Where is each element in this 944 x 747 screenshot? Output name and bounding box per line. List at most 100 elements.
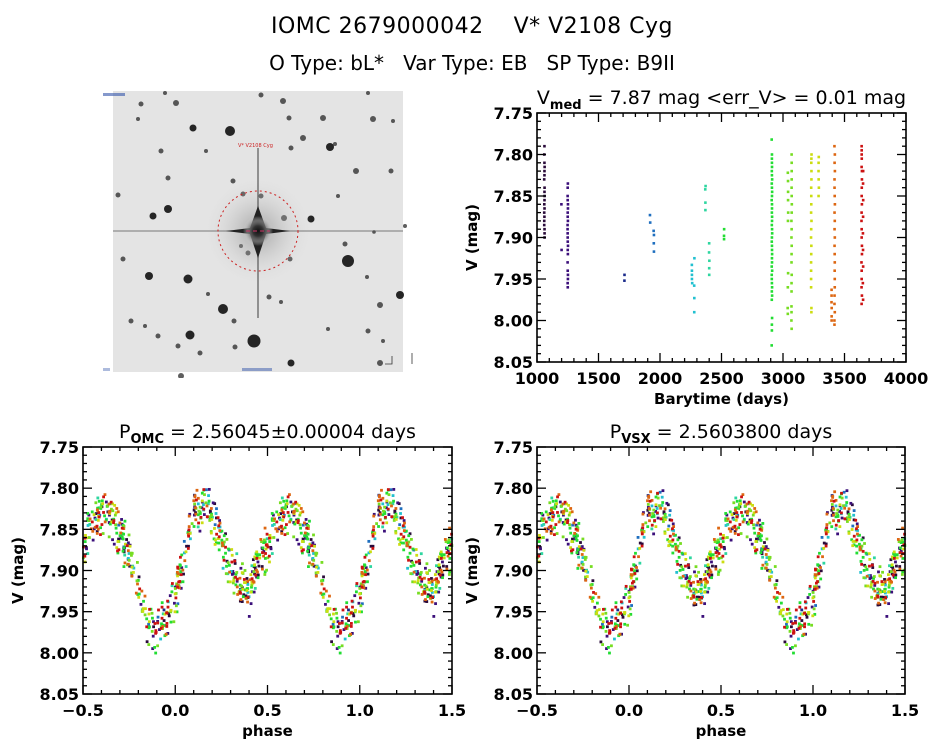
phase-point (200, 500, 204, 504)
phase-point (220, 538, 224, 542)
phase-point (852, 518, 856, 522)
timeseries-point (810, 306, 813, 310)
phase-point (837, 519, 841, 522)
phase-point (728, 510, 732, 514)
phase-point (852, 543, 856, 547)
timeseries-point (790, 327, 793, 331)
x-tick-label: −0.5 (62, 701, 104, 720)
phase-point (224, 572, 228, 576)
phase-point (613, 625, 617, 629)
phase-point (854, 528, 858, 532)
phase-point (794, 621, 797, 625)
phase-point (683, 574, 687, 577)
phase-point (570, 551, 574, 555)
phase-point (439, 556, 443, 560)
phase-point (760, 526, 764, 530)
phase-point (799, 612, 803, 616)
phase-point (393, 510, 397, 514)
phase-point (383, 510, 386, 514)
phase-point (236, 593, 240, 596)
phase-point (734, 509, 737, 512)
phase-point (383, 512, 387, 515)
phase-point (852, 509, 856, 513)
phase-point (232, 579, 236, 583)
phase-point (722, 533, 725, 537)
phase-point (271, 513, 275, 517)
phase-point (854, 540, 858, 543)
phase-point (420, 585, 424, 589)
timeseries-point (790, 153, 793, 156)
phase-point (638, 546, 642, 550)
phase-point (807, 612, 810, 616)
phase-point (629, 586, 633, 590)
phase-point (385, 499, 389, 503)
phase-point (628, 600, 632, 603)
phase-point (757, 531, 761, 535)
phase-point (628, 595, 632, 599)
phase-point (437, 590, 441, 594)
phase-point (407, 540, 411, 544)
phase-point (890, 564, 894, 568)
field-star (286, 115, 292, 121)
phase-point (384, 515, 387, 519)
phase-point (285, 502, 289, 506)
phase-point (217, 541, 221, 545)
phase-point (627, 614, 631, 618)
phase-point (773, 583, 777, 587)
phase-point (147, 612, 151, 616)
phase-point (668, 518, 672, 522)
phase-point (758, 536, 762, 540)
field-star (185, 330, 195, 340)
phase-point (304, 535, 307, 539)
phase-point (423, 583, 427, 587)
phase-point (130, 574, 134, 578)
timeseries-point (770, 261, 774, 264)
phase-point (251, 570, 254, 574)
phase-point (851, 544, 855, 548)
phase-point (409, 564, 413, 568)
phase-point (270, 518, 274, 522)
phase-point (754, 549, 757, 553)
phase-point (695, 595, 699, 599)
target-circle (217, 190, 299, 272)
phase-point (843, 517, 847, 521)
phase-point (399, 532, 403, 536)
phase-point (766, 548, 770, 552)
phase-point (760, 567, 764, 570)
phase-point (174, 592, 178, 595)
phase-point (632, 580, 636, 584)
phase-point (299, 546, 303, 550)
phase-point (260, 546, 264, 550)
y-tick-label: 7.75 (494, 438, 533, 457)
phase-point (202, 513, 206, 516)
phase-point (103, 520, 107, 524)
phase-point (265, 543, 269, 547)
phase-point (708, 568, 712, 572)
phase-point (611, 628, 615, 631)
phase-point (426, 593, 430, 597)
phase-point (402, 529, 406, 533)
phase-point (702, 573, 706, 577)
phase-point (86, 552, 90, 555)
timeseries-point (860, 169, 864, 173)
phase-point (251, 581, 255, 585)
phase-point (130, 574, 134, 578)
phase-point (760, 548, 763, 552)
phase-point (326, 607, 330, 611)
phase-point (115, 531, 119, 535)
phase-point (439, 575, 443, 579)
phase-point (437, 565, 440, 568)
phase-point (279, 518, 282, 521)
phase-point (244, 596, 248, 600)
phase-point (313, 544, 316, 548)
phase-point (641, 526, 645, 530)
phase-point (137, 575, 141, 579)
title-main: P (119, 421, 130, 443)
timeseries-point (770, 153, 774, 156)
phase-point (873, 597, 877, 600)
phase-point (179, 555, 182, 559)
phase-point (884, 583, 887, 587)
phase-point (395, 515, 399, 519)
phase-point (870, 595, 873, 599)
phase-point (816, 580, 820, 584)
